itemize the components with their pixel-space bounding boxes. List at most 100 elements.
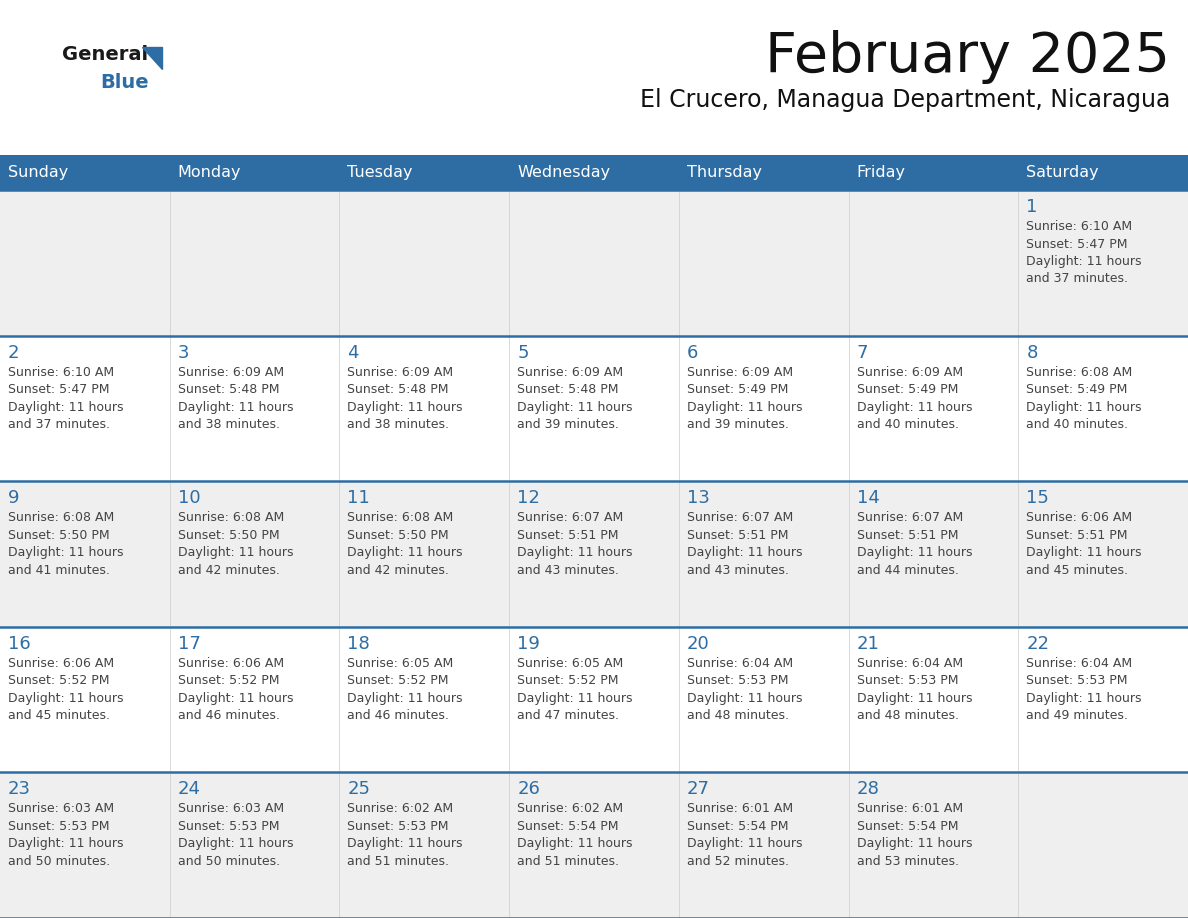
Text: 5: 5 bbox=[517, 343, 529, 362]
Bar bbox=[0, 772, 170, 918]
Text: and 53 minutes.: and 53 minutes. bbox=[857, 855, 959, 868]
Text: Sunset: 5:50 PM: Sunset: 5:50 PM bbox=[178, 529, 279, 542]
Text: and 50 minutes.: and 50 minutes. bbox=[178, 855, 280, 868]
Bar bbox=[678, 336, 848, 481]
Text: Tuesday: Tuesday bbox=[347, 165, 413, 180]
Text: Sunrise: 6:03 AM: Sunrise: 6:03 AM bbox=[8, 802, 114, 815]
Text: General: General bbox=[62, 45, 148, 64]
Bar bbox=[1018, 772, 1188, 918]
Text: Sunrise: 6:02 AM: Sunrise: 6:02 AM bbox=[517, 802, 624, 815]
Text: Sunrise: 6:09 AM: Sunrise: 6:09 AM bbox=[687, 365, 792, 378]
Text: and 52 minutes.: and 52 minutes. bbox=[687, 855, 789, 868]
Bar bbox=[848, 772, 1018, 918]
Text: Sunset: 5:48 PM: Sunset: 5:48 PM bbox=[347, 383, 449, 396]
Text: Sunrise: 6:08 AM: Sunrise: 6:08 AM bbox=[178, 511, 284, 524]
Text: Sunset: 5:51 PM: Sunset: 5:51 PM bbox=[1026, 529, 1127, 542]
Text: Sunrise: 6:09 AM: Sunrise: 6:09 AM bbox=[857, 365, 962, 378]
Text: Sunrise: 6:08 AM: Sunrise: 6:08 AM bbox=[1026, 365, 1132, 378]
Text: Sunrise: 6:06 AM: Sunrise: 6:06 AM bbox=[8, 656, 114, 670]
Text: Sunrise: 6:04 AM: Sunrise: 6:04 AM bbox=[1026, 656, 1132, 670]
Text: 16: 16 bbox=[8, 635, 31, 653]
Text: 22: 22 bbox=[1026, 635, 1049, 653]
Text: Monday: Monday bbox=[178, 165, 241, 180]
Text: Daylight: 11 hours: Daylight: 11 hours bbox=[687, 546, 802, 559]
Bar bbox=[340, 336, 510, 481]
Text: Daylight: 11 hours: Daylight: 11 hours bbox=[8, 546, 124, 559]
Text: Sunrise: 6:10 AM: Sunrise: 6:10 AM bbox=[1026, 220, 1132, 233]
Text: and 43 minutes.: and 43 minutes. bbox=[517, 564, 619, 577]
Bar bbox=[1018, 155, 1188, 190]
Bar bbox=[510, 772, 678, 918]
Text: Daylight: 11 hours: Daylight: 11 hours bbox=[687, 400, 802, 414]
Bar bbox=[678, 155, 848, 190]
Text: 10: 10 bbox=[178, 489, 201, 508]
Text: 12: 12 bbox=[517, 489, 541, 508]
Text: 2: 2 bbox=[8, 343, 19, 362]
Text: Thursday: Thursday bbox=[687, 165, 762, 180]
Text: Sunrise: 6:09 AM: Sunrise: 6:09 AM bbox=[178, 365, 284, 378]
Text: Sunrise: 6:01 AM: Sunrise: 6:01 AM bbox=[857, 802, 962, 815]
Text: 3: 3 bbox=[178, 343, 189, 362]
Bar bbox=[340, 155, 510, 190]
Bar bbox=[170, 772, 340, 918]
Bar bbox=[170, 155, 340, 190]
Text: 9: 9 bbox=[8, 489, 19, 508]
Text: 1: 1 bbox=[1026, 198, 1037, 216]
Text: Sunset: 5:47 PM: Sunset: 5:47 PM bbox=[8, 383, 109, 396]
Bar bbox=[340, 481, 510, 627]
Text: 7: 7 bbox=[857, 343, 868, 362]
Text: Daylight: 11 hours: Daylight: 11 hours bbox=[1026, 692, 1142, 705]
Text: Daylight: 11 hours: Daylight: 11 hours bbox=[857, 400, 972, 414]
Text: Daylight: 11 hours: Daylight: 11 hours bbox=[517, 692, 633, 705]
Text: February 2025: February 2025 bbox=[765, 30, 1170, 84]
Text: Sunset: 5:48 PM: Sunset: 5:48 PM bbox=[178, 383, 279, 396]
Text: Sunset: 5:52 PM: Sunset: 5:52 PM bbox=[347, 675, 449, 688]
Text: Daylight: 11 hours: Daylight: 11 hours bbox=[687, 837, 802, 850]
Text: Sunset: 5:48 PM: Sunset: 5:48 PM bbox=[517, 383, 619, 396]
Text: Friday: Friday bbox=[857, 165, 905, 180]
Bar bbox=[848, 155, 1018, 190]
Text: and 46 minutes.: and 46 minutes. bbox=[347, 710, 449, 722]
Text: Daylight: 11 hours: Daylight: 11 hours bbox=[8, 692, 124, 705]
Text: Sunrise: 6:03 AM: Sunrise: 6:03 AM bbox=[178, 802, 284, 815]
Text: 14: 14 bbox=[857, 489, 879, 508]
Text: Daylight: 11 hours: Daylight: 11 hours bbox=[347, 837, 463, 850]
Text: Daylight: 11 hours: Daylight: 11 hours bbox=[857, 546, 972, 559]
Text: Daylight: 11 hours: Daylight: 11 hours bbox=[178, 692, 293, 705]
Text: Wednesday: Wednesday bbox=[517, 165, 611, 180]
Text: and 48 minutes.: and 48 minutes. bbox=[687, 710, 789, 722]
Bar bbox=[340, 627, 510, 772]
Text: Blue: Blue bbox=[100, 73, 148, 92]
Text: Sunrise: 6:09 AM: Sunrise: 6:09 AM bbox=[517, 365, 624, 378]
Text: and 37 minutes.: and 37 minutes. bbox=[1026, 273, 1129, 285]
Text: and 39 minutes.: and 39 minutes. bbox=[687, 418, 789, 431]
Text: Sunset: 5:53 PM: Sunset: 5:53 PM bbox=[1026, 675, 1127, 688]
Text: Saturday: Saturday bbox=[1026, 165, 1099, 180]
Text: 13: 13 bbox=[687, 489, 709, 508]
Text: and 38 minutes.: and 38 minutes. bbox=[347, 418, 449, 431]
Text: El Crucero, Managua Department, Nicaragua: El Crucero, Managua Department, Nicaragu… bbox=[639, 88, 1170, 112]
Text: 19: 19 bbox=[517, 635, 541, 653]
Text: Sunset: 5:53 PM: Sunset: 5:53 PM bbox=[178, 820, 279, 833]
Text: Daylight: 11 hours: Daylight: 11 hours bbox=[1026, 255, 1142, 268]
Text: 11: 11 bbox=[347, 489, 371, 508]
Text: 21: 21 bbox=[857, 635, 879, 653]
Text: and 49 minutes.: and 49 minutes. bbox=[1026, 710, 1129, 722]
Text: Sunset: 5:51 PM: Sunset: 5:51 PM bbox=[857, 529, 958, 542]
Text: Sunset: 5:52 PM: Sunset: 5:52 PM bbox=[517, 675, 619, 688]
Text: and 50 minutes.: and 50 minutes. bbox=[8, 855, 110, 868]
Text: 26: 26 bbox=[517, 780, 541, 799]
Bar bbox=[848, 336, 1018, 481]
Text: and 39 minutes.: and 39 minutes. bbox=[517, 418, 619, 431]
Bar bbox=[848, 481, 1018, 627]
Text: Sunset: 5:47 PM: Sunset: 5:47 PM bbox=[1026, 238, 1127, 251]
Bar bbox=[340, 190, 510, 336]
Bar bbox=[848, 627, 1018, 772]
Text: Daylight: 11 hours: Daylight: 11 hours bbox=[1026, 546, 1142, 559]
Text: Daylight: 11 hours: Daylight: 11 hours bbox=[8, 400, 124, 414]
Bar bbox=[1018, 336, 1188, 481]
Text: 27: 27 bbox=[687, 780, 710, 799]
Text: and 47 minutes.: and 47 minutes. bbox=[517, 710, 619, 722]
Text: 6: 6 bbox=[687, 343, 699, 362]
Bar bbox=[1018, 481, 1188, 627]
